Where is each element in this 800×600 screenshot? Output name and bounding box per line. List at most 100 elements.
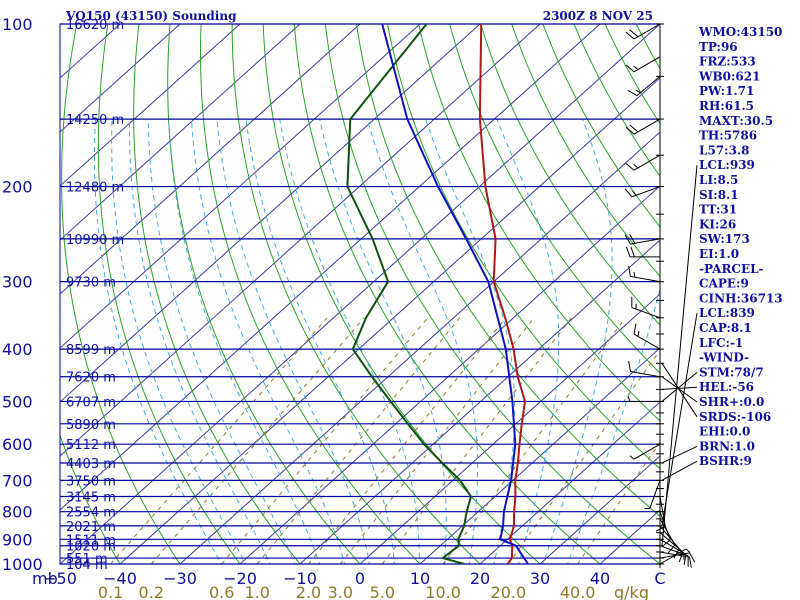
stability-indices: WMO:43150TP:96FRZ:533WB0:621PW:1.71RH:61… <box>698 25 783 468</box>
wind-barb-flag <box>629 29 639 38</box>
wind-barb-half-flag <box>627 396 631 402</box>
height-label: 6707 m <box>66 395 116 410</box>
mixing-ratio-line <box>110 317 328 564</box>
index-item: LCL:839 <box>699 306 755 320</box>
wind-barb-shaft <box>633 154 661 171</box>
height-label: 1511 m <box>66 533 116 548</box>
index-item: MAXT:30.5 <box>699 114 773 128</box>
index-item: TT:31 <box>699 203 737 217</box>
height-label: 9730 m <box>66 276 116 291</box>
height-label: 5890 m <box>66 418 116 433</box>
height-label: 5112 m <box>66 438 116 453</box>
mixing-ratio-line <box>442 317 626 564</box>
mixing-ratio-line <box>308 317 507 564</box>
index-item: SW:173 <box>699 232 750 246</box>
index-item: SRDS:-106 <box>699 410 771 424</box>
index-connector <box>661 386 698 390</box>
wind-barb-shaft <box>649 480 661 509</box>
wind-barb-half-flag <box>685 548 691 553</box>
index-connector <box>661 363 698 418</box>
isotherm-line <box>539 455 660 564</box>
index-item: LCL:939 <box>699 158 755 172</box>
temp-tick-label: −30 <box>163 569 197 588</box>
pressure-label: 700 <box>2 471 33 490</box>
mixing-ratio-line <box>381 317 572 564</box>
isotherm-line <box>60 24 301 241</box>
dry-adiabat-line <box>386 24 660 470</box>
index-item: SI:8.1 <box>699 188 739 202</box>
height-label: 2021 m <box>66 520 116 535</box>
isotherm-line <box>119 77 660 564</box>
isotherm-line <box>60 24 481 403</box>
wind-barb-shaft <box>630 275 661 283</box>
wind-barb-half-flag <box>633 65 639 70</box>
wind-barb-flag <box>625 246 631 258</box>
wind-barb-flag <box>629 124 639 133</box>
mixing-ratio-label: 40.0 <box>560 583 596 600</box>
wind-barb-flag <box>629 233 636 244</box>
mixing-ratio-label: 0.1 <box>98 583 123 600</box>
wind-barb-shaft <box>659 551 690 558</box>
isotherm-line <box>60 24 541 457</box>
station-title: VQ150 (43150) Sounding <box>65 9 237 23</box>
pressure-unit-label: mb <box>32 569 58 588</box>
temp-tick-label: 20 <box>470 569 490 588</box>
dry-adiabat-line <box>231 24 481 564</box>
index-item: CAP:8.1 <box>699 321 752 335</box>
index-item: BSHR:9 <box>699 454 752 468</box>
wind-barb-shaft <box>630 371 661 378</box>
index-item: TH:5786 <box>699 129 757 143</box>
sounding-datetime: 2300Z 8 NOV 25 <box>543 9 653 23</box>
isobar-lines <box>59 23 661 565</box>
wind-barb-flag <box>630 246 635 258</box>
wind-barb-half-flag <box>632 190 637 196</box>
isotherm-line <box>60 24 181 133</box>
index-item: WB0:621 <box>698 69 760 83</box>
index-item: TP:96 <box>699 40 738 54</box>
wind-barb-shaft <box>636 75 661 96</box>
temp-tick-label: 30 <box>530 569 550 588</box>
wind-barb-flag <box>689 557 692 568</box>
thermo-grid <box>60 24 660 564</box>
isotherm-line <box>479 401 660 564</box>
wind-barb-half-flag <box>629 455 635 460</box>
isotherm-line <box>60 24 601 511</box>
height-label: 551 m <box>66 552 108 567</box>
temp-tick-label: −20 <box>223 569 257 588</box>
dry-adiabat-line <box>293 24 601 564</box>
index-connector <box>661 372 698 402</box>
index-item: BRN:1.0 <box>699 439 755 453</box>
wind-barb-shaft <box>659 545 689 557</box>
index-item: RH:61.5 <box>699 99 754 113</box>
isotherm-line <box>239 185 660 564</box>
temp-tick-label: 0 <box>355 569 365 588</box>
dry-adiabat-line <box>480 24 660 326</box>
height-label: 1020 m <box>66 540 116 555</box>
index-item: PW:1.71 <box>699 84 754 98</box>
wind-barb-flag <box>628 360 631 372</box>
index-item: L57:3.8 <box>699 143 749 157</box>
temperature-profile <box>478 24 527 564</box>
index-item: LI:8.5 <box>699 173 738 187</box>
wind-barb-half-flag <box>637 331 640 337</box>
parcel-profile <box>381 24 529 564</box>
index-item: CAPE:9 <box>699 277 749 291</box>
wind-barb-half-flag <box>633 164 639 169</box>
height-label: 2554 m <box>66 506 116 521</box>
isotherm-line <box>359 293 660 564</box>
temp-tick-label: −10 <box>283 569 317 588</box>
temp-tick-label: −50 <box>43 569 77 588</box>
temp-tick-label: 10 <box>410 569 430 588</box>
dry-adiabat-line <box>97 24 241 564</box>
wind-barb-flag <box>661 539 671 548</box>
dry-adiabat-line <box>133 24 301 564</box>
index-connector <box>661 313 698 526</box>
index-item: KI:26 <box>699 217 736 231</box>
temp-tick-label: −40 <box>103 569 137 588</box>
sounding-profiles <box>346 24 529 564</box>
wind-barb-flag <box>673 548 680 559</box>
height-label: 10990 m <box>66 233 124 248</box>
mixing-ratio-label: 2.0 <box>296 583 321 600</box>
dry-adiabat-line <box>418 24 660 422</box>
